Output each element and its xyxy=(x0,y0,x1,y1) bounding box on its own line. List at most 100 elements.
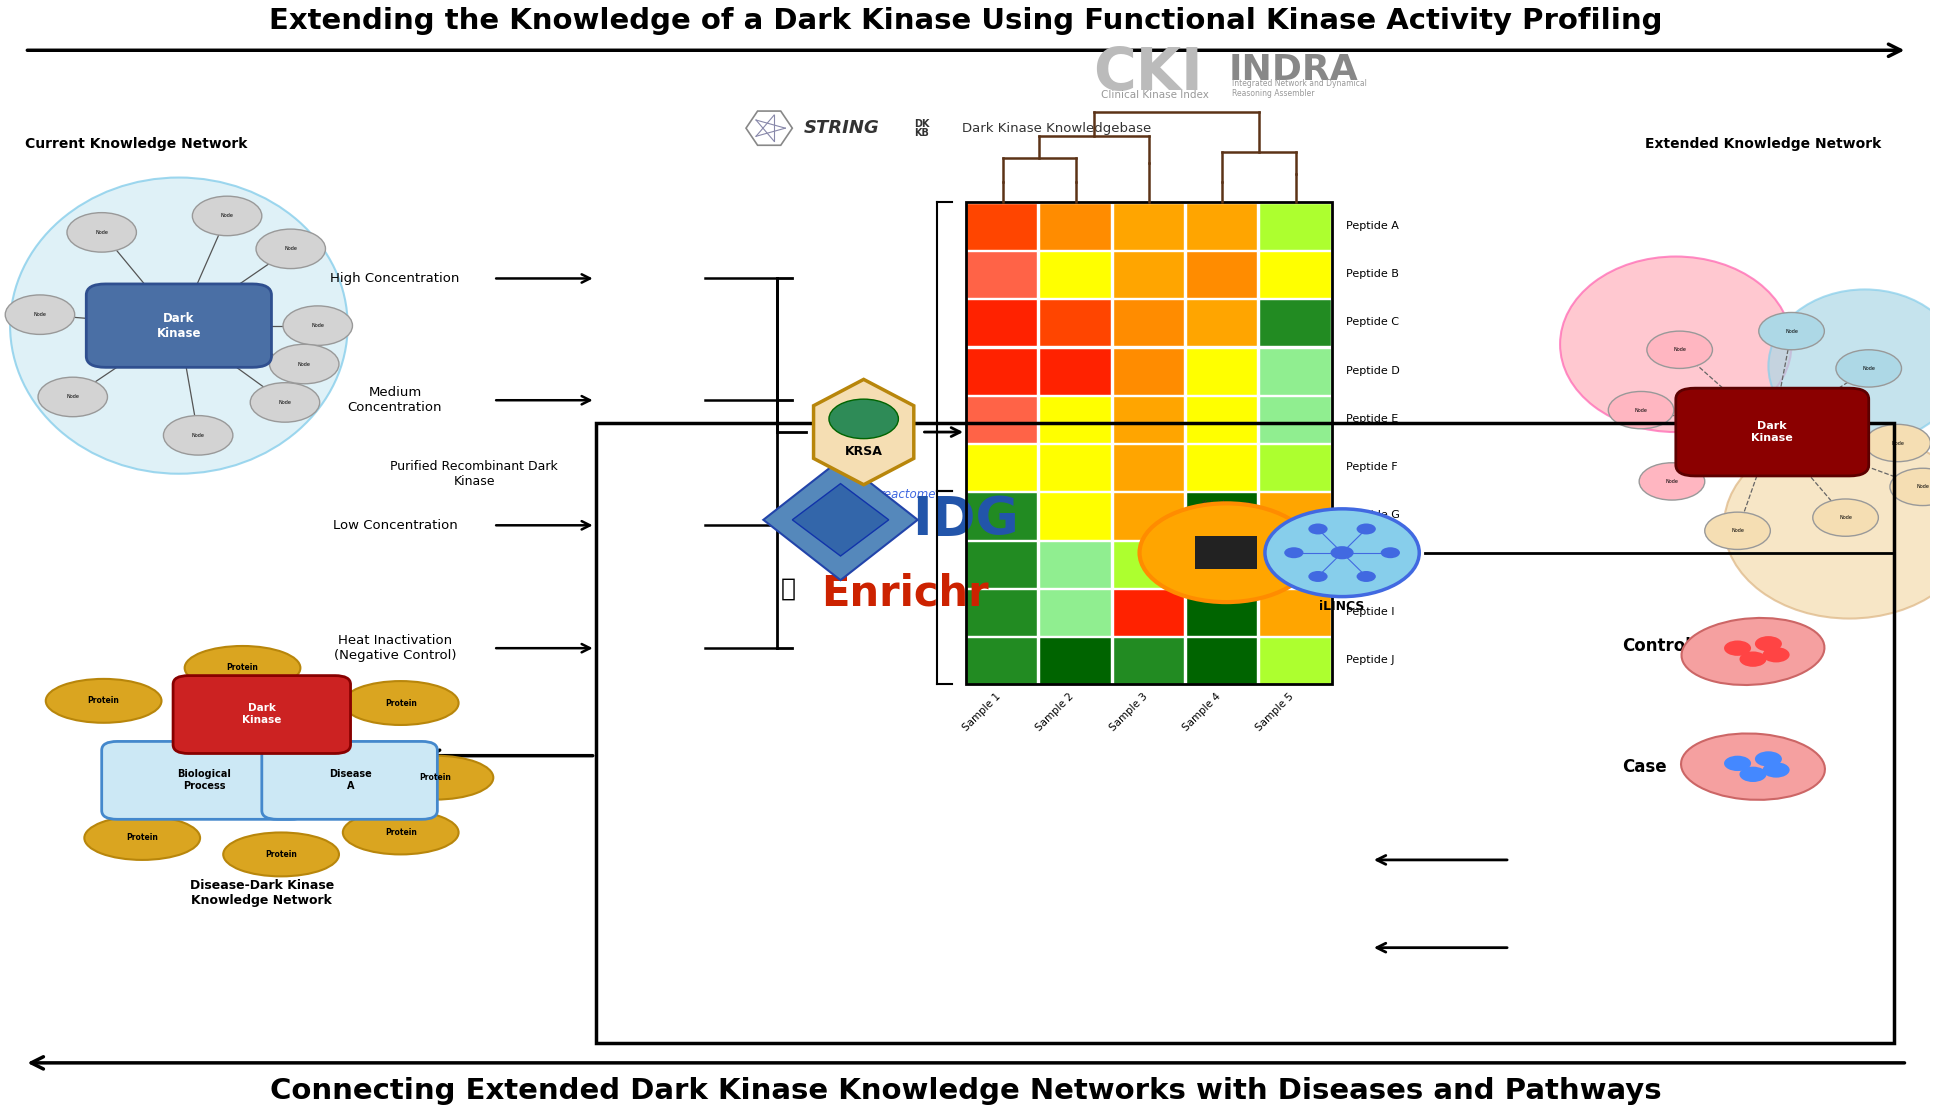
Text: Peptide E: Peptide E xyxy=(1346,414,1398,424)
Bar xyxy=(1186,541,1256,588)
Bar xyxy=(1186,299,1256,346)
Text: Node: Node xyxy=(1786,328,1797,334)
Text: reactome: reactome xyxy=(879,489,936,501)
Circle shape xyxy=(1891,469,1945,505)
Text: Medium
Concentration: Medium Concentration xyxy=(348,386,442,414)
Bar xyxy=(1186,347,1256,395)
Circle shape xyxy=(284,306,352,345)
Circle shape xyxy=(257,229,325,268)
Circle shape xyxy=(270,344,338,384)
Circle shape xyxy=(1723,756,1750,771)
FancyBboxPatch shape xyxy=(101,741,305,819)
Text: Peptide G: Peptide G xyxy=(1346,511,1400,521)
Bar xyxy=(1196,536,1256,569)
Text: Node: Node xyxy=(298,362,311,366)
Polygon shape xyxy=(762,460,918,580)
Text: Protein: Protein xyxy=(88,697,119,706)
Bar xyxy=(967,201,1332,684)
Bar xyxy=(1186,589,1256,637)
Text: Protein: Protein xyxy=(385,828,416,837)
Bar xyxy=(1039,252,1111,298)
Bar xyxy=(1258,492,1330,540)
Text: Purified Recombinant Dark
Kinase: Purified Recombinant Dark Kinase xyxy=(391,460,558,487)
Bar xyxy=(1113,347,1185,395)
Bar xyxy=(1258,541,1330,588)
Bar xyxy=(967,589,1037,637)
Circle shape xyxy=(1330,546,1354,560)
Text: Peptide B: Peptide B xyxy=(1346,269,1398,279)
Ellipse shape xyxy=(10,178,348,474)
Text: Protein: Protein xyxy=(385,699,416,708)
Text: Dark
Kinase: Dark Kinase xyxy=(241,703,282,725)
Bar xyxy=(1113,638,1185,684)
Bar xyxy=(1186,492,1256,540)
FancyBboxPatch shape xyxy=(263,741,438,819)
Circle shape xyxy=(66,213,136,253)
Bar xyxy=(967,396,1037,443)
Text: Extending the Knowledge of a Dark Kinase Using Functional Kinase Activity Profil: Extending the Knowledge of a Dark Kinase… xyxy=(268,7,1663,35)
Text: Integrated Network and Dynamical
Reasoning Assembler: Integrated Network and Dynamical Reasoni… xyxy=(1231,79,1367,98)
Ellipse shape xyxy=(224,833,338,876)
Ellipse shape xyxy=(47,679,161,722)
Bar xyxy=(1186,252,1256,298)
Text: Sample 3: Sample 3 xyxy=(1107,691,1149,732)
Circle shape xyxy=(1356,523,1375,534)
Bar xyxy=(1113,396,1185,443)
Text: Sample 2: Sample 2 xyxy=(1035,691,1076,732)
Bar xyxy=(1186,203,1256,250)
Circle shape xyxy=(1754,637,1782,651)
Text: Sample 4: Sample 4 xyxy=(1181,691,1223,732)
Text: STRING: STRING xyxy=(803,119,879,137)
Ellipse shape xyxy=(1768,289,1945,443)
Bar xyxy=(1113,541,1185,588)
Text: Enrichr: Enrichr xyxy=(821,572,988,614)
Circle shape xyxy=(1309,523,1328,534)
Circle shape xyxy=(1704,512,1770,550)
Text: Node: Node xyxy=(95,230,109,235)
Text: INDRA: INDRA xyxy=(1229,53,1358,87)
Circle shape xyxy=(1609,392,1675,429)
Circle shape xyxy=(1381,548,1400,559)
Text: Node: Node xyxy=(1840,515,1852,520)
Text: Peptide F: Peptide F xyxy=(1346,462,1398,472)
Text: Node: Node xyxy=(1916,484,1929,490)
Bar xyxy=(1258,203,1330,250)
Bar xyxy=(1186,396,1256,443)
Text: Sample 5: Sample 5 xyxy=(1255,691,1295,732)
Bar xyxy=(1186,638,1256,684)
Circle shape xyxy=(1647,332,1712,368)
Text: Node: Node xyxy=(1731,529,1745,533)
Circle shape xyxy=(1284,548,1303,559)
Bar xyxy=(967,299,1037,346)
Bar xyxy=(1258,347,1330,395)
Circle shape xyxy=(1754,751,1782,767)
Text: Node: Node xyxy=(284,246,298,252)
Circle shape xyxy=(1140,503,1313,602)
Text: Case: Case xyxy=(1622,758,1667,776)
Text: Biological
Process: Biological Process xyxy=(177,769,231,790)
Bar xyxy=(967,638,1037,684)
FancyBboxPatch shape xyxy=(173,676,350,754)
Bar xyxy=(967,492,1037,540)
Text: Extended Knowledge Network: Extended Knowledge Network xyxy=(1645,137,1881,150)
Circle shape xyxy=(1640,463,1704,500)
Bar xyxy=(1113,299,1185,346)
Text: DK
KB: DK KB xyxy=(914,119,930,138)
Polygon shape xyxy=(792,484,889,556)
Circle shape xyxy=(1758,313,1824,349)
Bar xyxy=(967,541,1037,588)
Bar xyxy=(1258,444,1330,491)
Text: Dark
Kinase: Dark Kinase xyxy=(1750,421,1793,443)
Bar xyxy=(1113,492,1185,540)
Text: Node: Node xyxy=(278,400,292,405)
Text: Protein: Protein xyxy=(226,663,259,672)
Text: Node: Node xyxy=(1634,407,1647,413)
Bar xyxy=(1039,396,1111,443)
Ellipse shape xyxy=(185,646,300,690)
Text: Kaleidoscope: Kaleidoscope xyxy=(1202,500,1251,509)
Bar xyxy=(1113,589,1185,637)
Bar xyxy=(1039,444,1111,491)
Text: Heat Inactivation
(Negative Control): Heat Inactivation (Negative Control) xyxy=(335,634,457,662)
Text: Peptide C: Peptide C xyxy=(1346,317,1398,327)
Text: Node: Node xyxy=(33,312,47,317)
